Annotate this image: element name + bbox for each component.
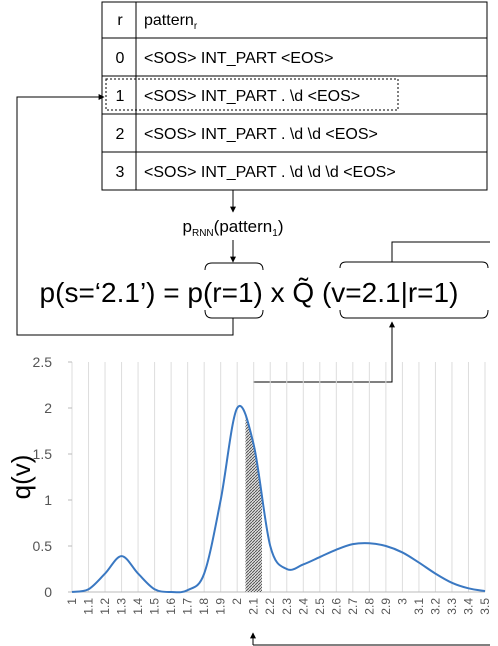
x-tick-label: 1.7 — [181, 598, 195, 615]
line — [71, 404, 486, 594]
bracket — [339, 309, 489, 319]
x-tick-label: 2.8 — [362, 598, 376, 615]
annotation-text: p — [183, 217, 192, 236]
x-tick-label: 2.4 — [296, 598, 310, 615]
cell: <SOS> INT_PART . \d \d \d <EOS> — [144, 164, 396, 181]
arrow — [253, 321, 395, 383]
x-tick-label: 1.8 — [197, 598, 211, 615]
cell: <SOS> INT_PART . \d <EOS> — [144, 88, 360, 105]
x-tick-label: 3.5 — [478, 598, 492, 615]
x-tick-label: 1.4 — [131, 598, 145, 615]
x-tick-label: 1.9 — [214, 598, 228, 615]
bracket — [339, 261, 489, 269]
x-tick-label: 3.2 — [428, 598, 442, 615]
cell: 2 — [116, 126, 125, 143]
x-tick-label: 2.5 — [313, 598, 327, 615]
annotation-subscript: RNN — [192, 228, 214, 239]
x-tick-label: 2 — [230, 598, 244, 605]
cell: 1 — [116, 88, 125, 105]
x-tick-label: 1.6 — [164, 598, 178, 615]
table: r patternr 0 <SOS> INT_PART <EOS> 1 <SOS… — [101, 1, 488, 191]
cell: <SOS> INT_PART <EOS> — [144, 50, 333, 67]
x-tick-label: 1.3 — [115, 598, 129, 615]
cell: 0 — [116, 50, 125, 67]
x-tick-label: 1.2 — [98, 598, 112, 615]
chart: 00.511.522.5q(v)1 1.1 1.2 1.3 1.4 1.5 1.6 1.7 1.… — [6, 354, 492, 615]
y-axis-label: q(v) — [6, 455, 36, 500]
y-tick-label: 2.5 — [33, 354, 53, 370]
header-cell: r — [117, 12, 123, 29]
highlight-box — [105, 78, 399, 111]
cell: 3 — [116, 164, 125, 181]
y-tick-label: 0 — [44, 584, 52, 600]
y-tick-label: 0.5 — [33, 538, 53, 554]
header-cell: patternr — [144, 12, 198, 32]
bracket — [204, 309, 264, 319]
annotation-subscript: 1 — [272, 228, 278, 239]
header-subscript: r — [194, 21, 198, 32]
y-tick-label: 1 — [44, 492, 52, 508]
x-tick-label: 3 — [395, 598, 409, 605]
y-tick-label: 1.5 — [33, 446, 53, 462]
x-tick-label: 3.3 — [445, 598, 459, 615]
connector — [391, 241, 490, 262]
y-tick-label: 2 — [44, 400, 52, 416]
x-tick-label: 2.3 — [280, 598, 294, 615]
header-text: pattern — [144, 12, 194, 29]
x-tick-label: 1 — [65, 598, 79, 605]
x-tick-label: 2.1 — [247, 598, 261, 615]
annotation: pRNN(pattern1) — [183, 217, 284, 239]
annotation-arg: (pattern — [214, 217, 273, 236]
x-tick-label: 1.5 — [148, 598, 162, 615]
annotation-close: ) — [278, 217, 284, 236]
x-tick-label: 3.1 — [412, 598, 426, 615]
x-tick-label: 2.7 — [346, 598, 360, 615]
x-tick-label: 2.9 — [379, 598, 393, 615]
arrow — [16, 94, 234, 336]
bracket — [204, 262, 264, 271]
cell: <SOS> INT_PART . \d \d <EOS> — [144, 126, 378, 143]
x-tick-label: 1.1 — [82, 598, 96, 615]
x-tick-label: 3.4 — [461, 598, 475, 615]
x-tick-label: 2.6 — [329, 598, 343, 615]
x-tick-label: 2.2 — [263, 598, 277, 615]
formula: p(s=‘2.1’) = p(r=1) x Q̃ (v=2.1|r=1) — [40, 277, 459, 308]
